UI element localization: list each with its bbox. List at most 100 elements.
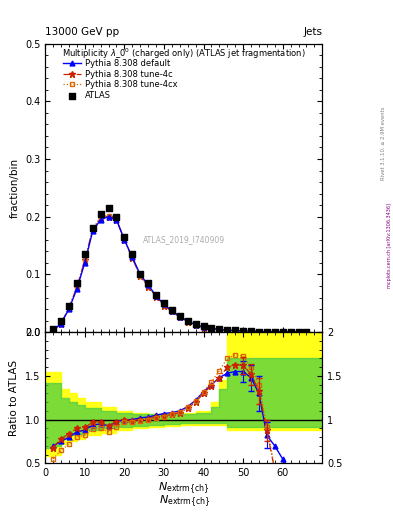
Pythia 8.308 default bbox=[154, 293, 158, 299]
ATLAS bbox=[287, 328, 294, 336]
X-axis label: $N_{\rm extrm\{ch\}}$: $N_{\rm extrm\{ch\}}$ bbox=[158, 481, 209, 497]
Pythia 8.308 tune-4c bbox=[288, 329, 293, 335]
Pythia 8.308 tune-4c bbox=[51, 327, 55, 333]
ATLAS bbox=[105, 204, 112, 212]
ATLAS bbox=[272, 328, 278, 336]
Pythia 8.308 tune-4cx bbox=[169, 308, 174, 314]
Pythia 8.308 tune-4c bbox=[75, 284, 79, 290]
Pythia 8.308 default bbox=[114, 217, 119, 223]
ATLAS bbox=[90, 224, 96, 232]
Pythia 8.308 tune-4c bbox=[114, 217, 119, 223]
Pythia 8.308 default bbox=[98, 217, 103, 223]
Pythia 8.308 tune-4cx bbox=[98, 214, 103, 220]
Pythia 8.308 tune-4cx bbox=[288, 329, 293, 335]
Pythia 8.308 default bbox=[280, 329, 285, 335]
Pythia 8.308 default bbox=[288, 329, 293, 335]
Pythia 8.308 tune-4cx bbox=[249, 328, 253, 334]
Pythia 8.308 tune-4cx bbox=[146, 283, 151, 289]
Pythia 8.308 tune-4c bbox=[264, 329, 269, 335]
Pythia 8.308 tune-4cx bbox=[201, 324, 206, 330]
ATLAS bbox=[248, 327, 254, 335]
Pythia 8.308 tune-4c bbox=[169, 308, 174, 314]
Pythia 8.308 tune-4cx bbox=[114, 216, 119, 222]
Pythia 8.308 tune-4c bbox=[90, 226, 95, 232]
Pythia 8.308 tune-4cx bbox=[106, 212, 111, 219]
Pythia 8.308 tune-4cx bbox=[177, 313, 182, 319]
Pythia 8.308 default bbox=[209, 326, 214, 332]
ATLAS bbox=[153, 290, 159, 298]
Pythia 8.308 tune-4cx bbox=[225, 327, 230, 333]
ATLAS bbox=[145, 279, 151, 287]
Pythia 8.308 default bbox=[177, 313, 182, 319]
Text: Jets: Jets bbox=[303, 27, 322, 37]
ATLAS bbox=[208, 324, 215, 332]
Pythia 8.308 default bbox=[146, 282, 151, 288]
Pythia 8.308 tune-4c bbox=[98, 215, 103, 221]
Pythia 8.308 tune-4cx bbox=[264, 329, 269, 335]
ATLAS bbox=[74, 279, 80, 287]
Text: mcplots.cern.ch [arXiv:1306.3436]: mcplots.cern.ch [arXiv:1306.3436] bbox=[387, 203, 392, 288]
Pythia 8.308 tune-4c bbox=[225, 327, 230, 333]
Pythia 8.308 default bbox=[201, 324, 206, 330]
Pythia 8.308 tune-4c bbox=[209, 326, 214, 332]
ATLAS bbox=[113, 212, 119, 221]
Line: Pythia 8.308 tune-4cx: Pythia 8.308 tune-4cx bbox=[51, 213, 309, 334]
Pythia 8.308 tune-4cx bbox=[122, 236, 127, 242]
Pythia 8.308 default bbox=[51, 327, 55, 333]
Pythia 8.308 tune-4cx bbox=[209, 325, 214, 331]
Pythia 8.308 default bbox=[225, 327, 230, 333]
ATLAS bbox=[169, 306, 175, 314]
ATLAS bbox=[264, 328, 270, 336]
Pythia 8.308 default bbox=[66, 306, 71, 312]
Pythia 8.308 tune-4c bbox=[217, 326, 222, 332]
Pythia 8.308 tune-4cx bbox=[217, 326, 222, 332]
Pythia 8.308 tune-4c bbox=[83, 257, 87, 263]
ATLAS bbox=[176, 312, 183, 320]
Pythia 8.308 tune-4c bbox=[257, 329, 261, 335]
Pythia 8.308 tune-4c bbox=[185, 318, 190, 325]
ATLAS bbox=[232, 326, 238, 334]
Pythia 8.308 tune-4cx bbox=[233, 327, 237, 333]
Pythia 8.308 tune-4c bbox=[280, 329, 285, 335]
ATLAS bbox=[200, 322, 207, 330]
Pythia 8.308 tune-4c bbox=[201, 325, 206, 331]
Pythia 8.308 default bbox=[169, 308, 174, 314]
Pythia 8.308 tune-4cx bbox=[51, 327, 55, 333]
Pythia 8.308 default bbox=[130, 254, 135, 260]
ATLAS bbox=[137, 270, 143, 279]
Line: Pythia 8.308 tune-4c: Pythia 8.308 tune-4c bbox=[50, 214, 310, 335]
ATLAS bbox=[216, 325, 222, 333]
Pythia 8.308 tune-4cx bbox=[296, 329, 301, 335]
Y-axis label: Ratio to ATLAS: Ratio to ATLAS bbox=[9, 360, 19, 436]
Pythia 8.308 tune-4c bbox=[154, 294, 158, 300]
Pythia 8.308 tune-4c bbox=[272, 329, 277, 335]
Pythia 8.308 tune-4cx bbox=[280, 329, 285, 335]
ATLAS bbox=[279, 328, 286, 336]
Pythia 8.308 tune-4cx bbox=[66, 305, 71, 311]
ATLAS bbox=[82, 250, 88, 259]
Pythia 8.308 tune-4cx bbox=[304, 329, 309, 335]
Pythia 8.308 tune-4cx bbox=[241, 328, 246, 334]
Text: 13000 GeV pp: 13000 GeV pp bbox=[45, 27, 119, 37]
Pythia 8.308 default bbox=[185, 318, 190, 324]
Pythia 8.308 tune-4cx bbox=[185, 318, 190, 324]
Pythia 8.308 default bbox=[272, 329, 277, 335]
Pythia 8.308 tune-4c bbox=[162, 303, 166, 309]
Pythia 8.308 tune-4c bbox=[304, 329, 309, 335]
Pythia 8.308 tune-4c bbox=[233, 327, 237, 333]
Text: Multiplicity $\lambda$_0$^0$ (charged only) (ATLAS jet fragmentation): Multiplicity $\lambda$_0$^0$ (charged on… bbox=[62, 47, 306, 61]
Pythia 8.308 tune-4c bbox=[106, 214, 111, 220]
Pythia 8.308 default bbox=[257, 329, 261, 335]
Pythia 8.308 default bbox=[106, 214, 111, 220]
Pythia 8.308 default bbox=[122, 237, 127, 243]
Pythia 8.308 tune-4c bbox=[241, 328, 246, 334]
Pythia 8.308 tune-4cx bbox=[83, 257, 87, 263]
Pythia 8.308 tune-4c bbox=[138, 273, 143, 279]
ATLAS bbox=[129, 250, 136, 259]
ATLAS bbox=[66, 302, 72, 310]
Text: Rivet 3.1.10, ≥ 2.9M events: Rivet 3.1.10, ≥ 2.9M events bbox=[381, 106, 386, 180]
Text: ATLAS_2019_I740909: ATLAS_2019_I740909 bbox=[143, 236, 225, 244]
Pythia 8.308 tune-4c bbox=[249, 328, 253, 334]
ATLAS bbox=[58, 316, 64, 325]
Pythia 8.308 tune-4c bbox=[193, 322, 198, 328]
